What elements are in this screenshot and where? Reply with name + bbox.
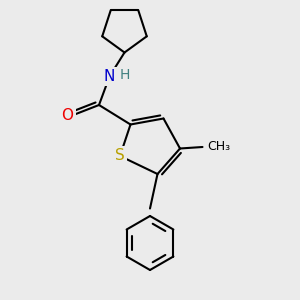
Text: H: H [119,68,130,82]
Text: N: N [104,69,115,84]
Text: CH₃: CH₃ [207,140,230,154]
Text: S: S [115,148,125,164]
Text: O: O [61,108,74,123]
